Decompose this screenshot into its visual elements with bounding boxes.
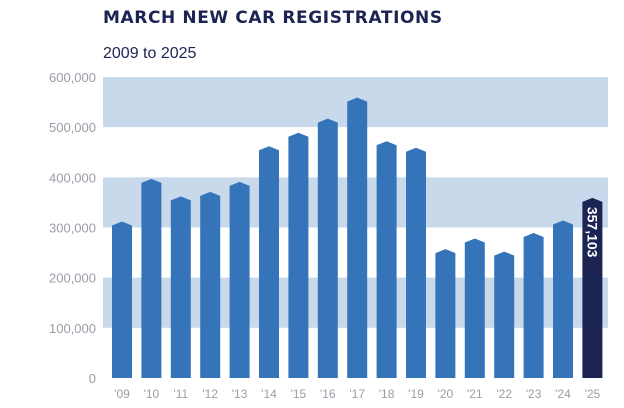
x-tick-label: '13 — [232, 387, 248, 401]
bar — [317, 118, 338, 379]
y-tick-label: 400,000 — [49, 170, 96, 185]
x-tick-label: '23 — [526, 387, 542, 401]
bar — [523, 233, 544, 378]
x-tick-label: '22 — [496, 387, 512, 401]
bar — [376, 141, 397, 378]
y-axis: 0 100,000 200,000 300,000 400,000 500,000 600,… — [49, 70, 96, 386]
y-tick-label: 300,000 — [49, 221, 96, 236]
bar — [435, 249, 456, 378]
x-tick-label: '10 — [144, 387, 160, 401]
x-tick-label: '25 — [585, 387, 601, 401]
x-tick-label: '18 — [379, 387, 395, 401]
x-axis: '09 '10 '11 '12 '13 '14 '15 '16 '17 '18 '19 '20 '21 '… — [114, 387, 600, 401]
x-tick-label: '12 — [202, 387, 218, 401]
x-tick-label: '17 — [349, 387, 365, 401]
x-tick-label: '09 — [114, 387, 130, 401]
x-tick-label: '24 — [555, 387, 571, 401]
bar — [553, 220, 573, 378]
x-tick-label: '14 — [261, 387, 277, 401]
x-tick-label: '16 — [320, 387, 336, 401]
bar — [288, 132, 309, 378]
y-tick-label: 0 — [89, 371, 96, 386]
bar — [170, 196, 191, 378]
bar — [141, 178, 162, 378]
chart-title: MARCH NEW CAR REGISTRATIONS — [103, 8, 443, 28]
bar — [347, 97, 368, 379]
bar — [259, 146, 279, 378]
y-tick-label: 100,000 — [49, 321, 96, 336]
bar — [229, 181, 250, 378]
y-tick-label: 500,000 — [49, 120, 96, 135]
x-tick-label: '20 — [438, 387, 454, 401]
bar — [464, 238, 485, 378]
x-tick-label: '21 — [467, 387, 483, 401]
x-tick-label: '15 — [291, 387, 307, 401]
bar — [112, 221, 132, 378]
data-label: 357,103 — [584, 207, 600, 258]
data-labels: 357,103 — [584, 207, 600, 258]
bar — [406, 147, 426, 378]
x-tick-label: '11 — [173, 387, 188, 401]
x-tick-label: '19 — [408, 387, 424, 401]
bars — [112, 97, 603, 379]
y-tick-label: 600,000 — [49, 70, 96, 85]
bar — [582, 197, 603, 378]
y-tick-label: 200,000 — [49, 271, 96, 286]
chart-subtitle: 2009 to 2025 — [103, 45, 197, 62]
bar — [200, 191, 221, 378]
bar — [494, 251, 515, 378]
